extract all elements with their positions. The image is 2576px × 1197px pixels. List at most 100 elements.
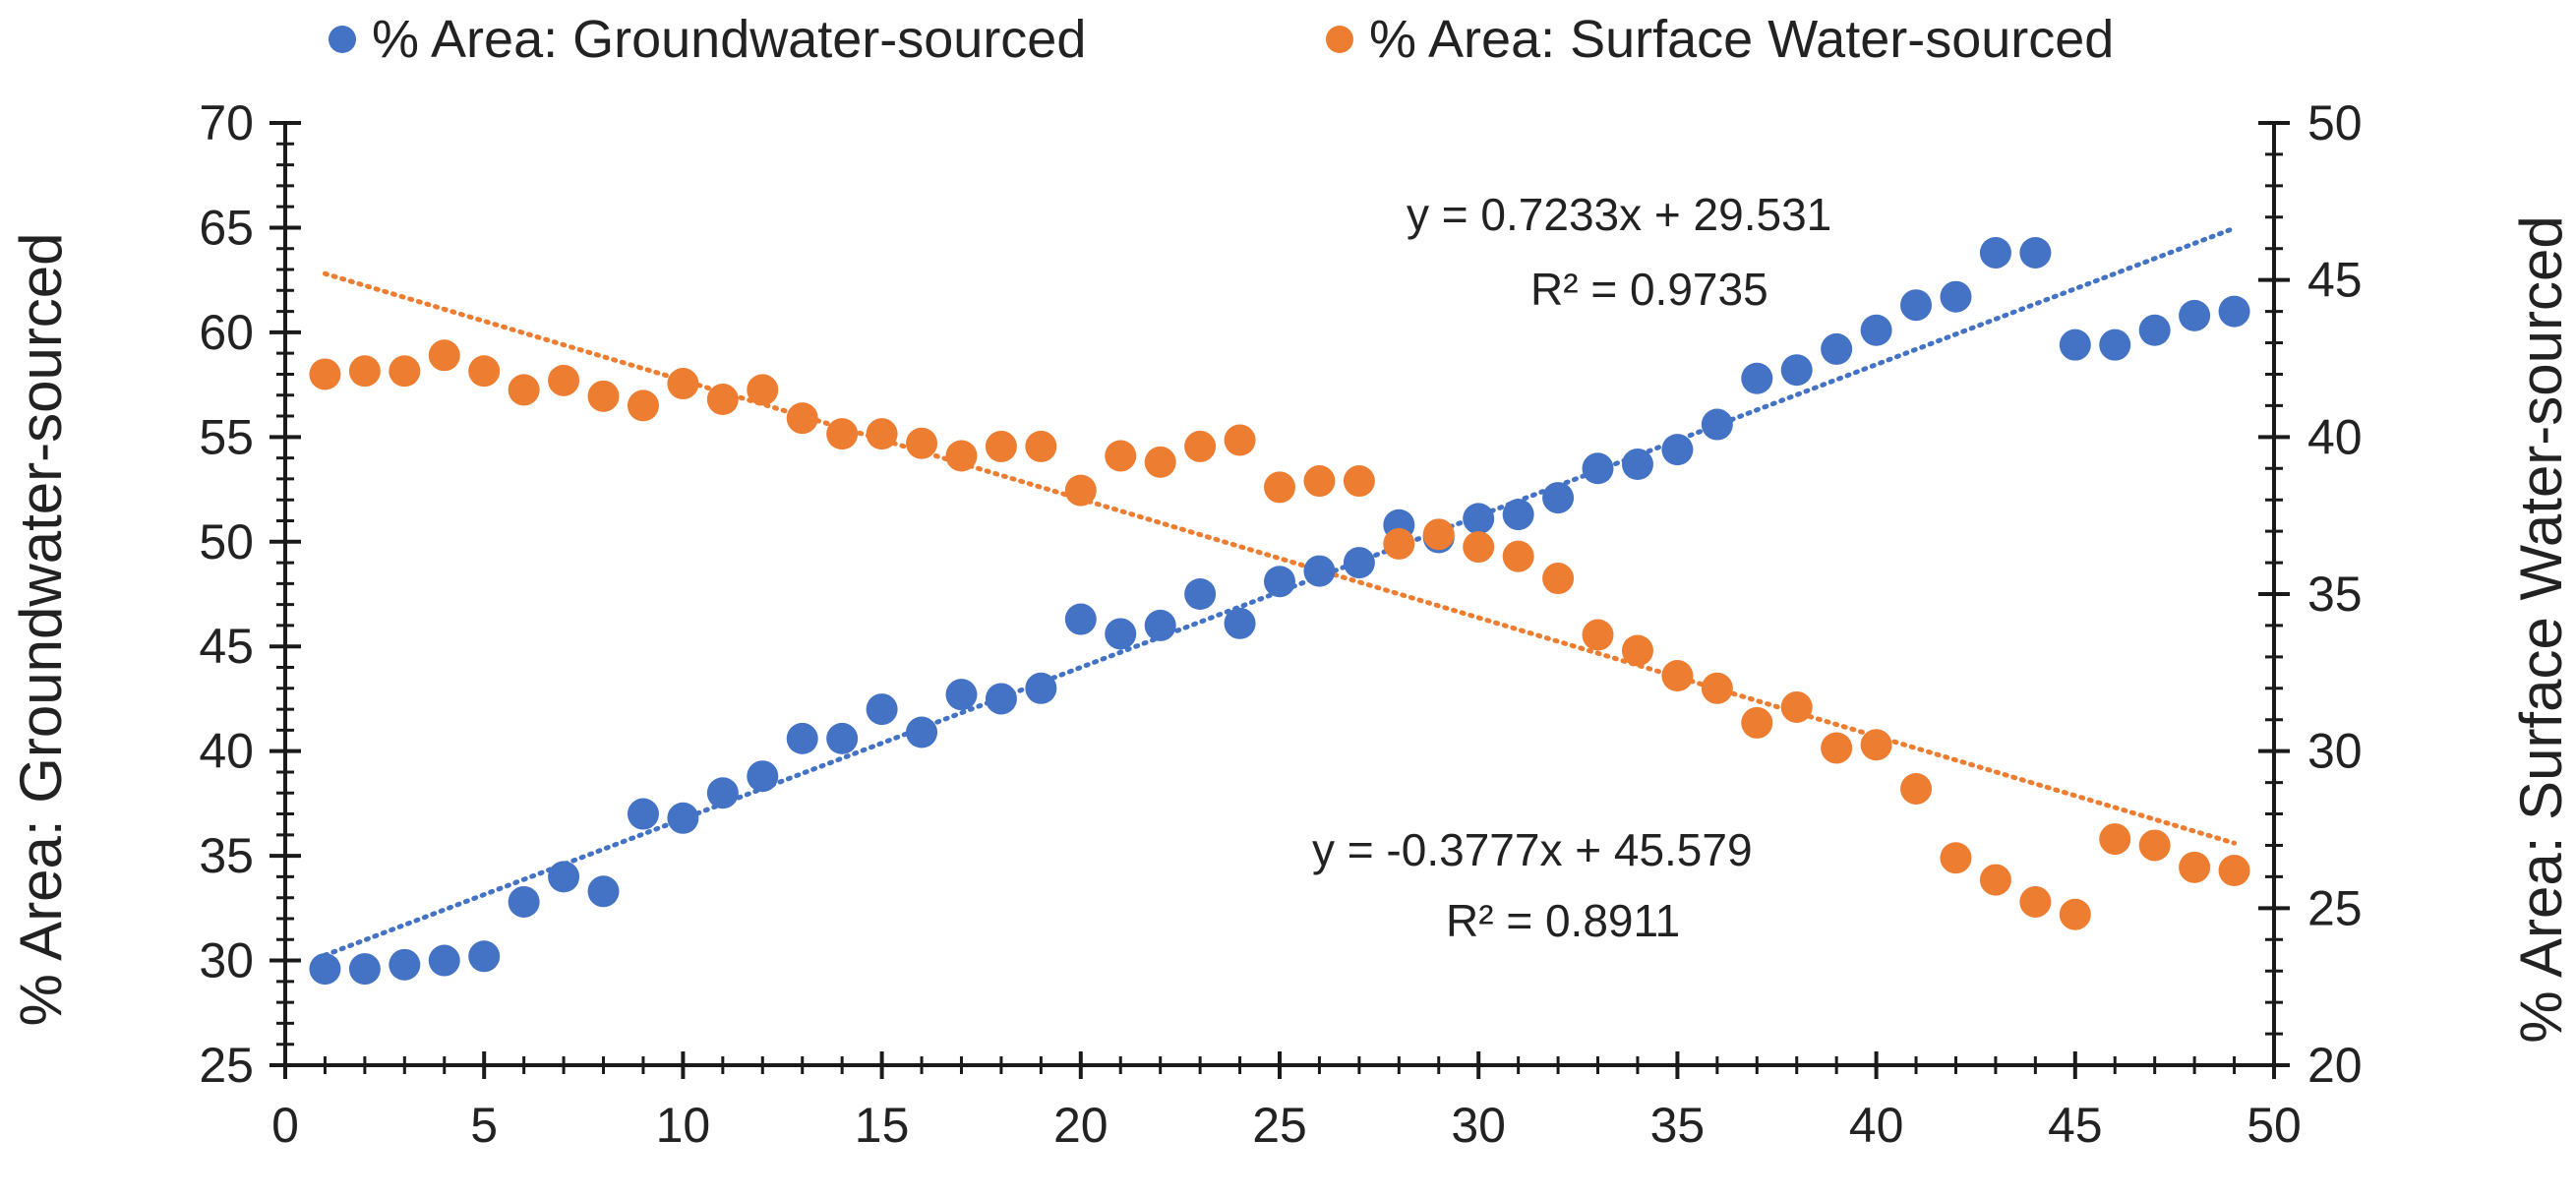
x-tick-label: 10 [656,1098,711,1153]
legend-label-groundwater: % Area: Groundwater-sourced [372,10,1086,69]
point-groundwater [1224,607,1256,639]
x-tick-label: 0 [271,1098,299,1153]
point-groundwater [508,885,540,918]
point-surface-water [1463,531,1495,564]
point-surface-water [866,418,898,450]
point-surface-water [1224,424,1256,456]
axis-ticks: 0 5 10 15 20 25 30 35 40 45 50 25 30 35 40 45 50 55 60 65 70… [199,95,2362,1153]
point-groundwater [348,953,381,986]
x-tick-label: 35 [1650,1098,1706,1153]
point-groundwater [1860,314,1892,346]
point-surface-water [1979,864,2011,896]
point-groundwater [1184,578,1217,610]
point-surface-water [627,389,659,422]
point-groundwater [1821,332,1853,365]
point-groundwater [945,679,978,711]
point-surface-water [2019,885,2052,918]
point-surface-water [389,355,421,388]
point-surface-water [747,374,779,406]
point-surface-water [826,418,859,450]
point-groundwater [786,722,818,754]
point-groundwater [866,693,898,726]
point-groundwater [1979,236,2011,269]
point-groundwater [2218,295,2250,328]
point-groundwater [2138,314,2171,346]
point-groundwater [627,798,659,830]
point-surface-water [2099,823,2131,856]
point-surface-water [1105,440,1137,472]
point-surface-water [1821,732,1853,764]
data-points [309,236,2250,986]
legend: % Area: Groundwater-sourced % Area: Surf… [329,10,2114,69]
point-surface-water [1343,465,1375,498]
point-surface-water [1741,706,1773,739]
point-surface-water [1582,619,1614,651]
x-tick-label: 40 [1849,1098,1904,1153]
y-left-tick-label: 45 [199,619,254,674]
point-groundwater [2059,329,2091,361]
point-groundwater [1741,362,1773,394]
y-right-tick-label: 30 [2307,724,2363,779]
equation-surface-water: y = -0.3777x + 45.579 R² = 0.8911 [1312,824,1753,946]
point-surface-water [1621,634,1653,667]
y-left-tick-label: 70 [199,95,254,150]
point-surface-water [1502,540,1534,572]
point-groundwater [389,948,421,981]
point-groundwater [1025,672,1057,704]
point-groundwater [468,940,501,973]
point-groundwater [1542,482,1575,514]
y-right-tick-label: 20 [2307,1038,2363,1093]
point-surface-water [1303,465,1336,498]
point-groundwater [826,722,859,754]
y-left-tick-label: 30 [199,933,254,988]
point-groundwater [906,716,938,748]
x-tick-label: 30 [1451,1098,1506,1153]
point-groundwater [1144,609,1176,641]
y-left-tick-label: 65 [199,200,254,255]
point-groundwater [1502,499,1534,531]
point-surface-water [1701,672,1733,704]
point-surface-water [2138,829,2171,862]
point-surface-water [508,374,540,406]
trendline-r2-groundwater: R² = 0.9735 [1530,264,1768,315]
y-right-tick-label: 40 [2307,409,2363,464]
point-surface-water [786,402,818,435]
point-surface-water [985,430,1017,462]
point-groundwater [1940,280,1972,313]
y-left-tick-label: 50 [199,514,254,569]
point-groundwater [1105,618,1137,650]
point-groundwater [1621,449,1653,481]
point-surface-water [309,358,341,390]
point-groundwater [1064,603,1097,635]
point-groundwater [985,683,1017,715]
point-surface-water [348,355,381,388]
point-surface-water [548,364,580,396]
point-surface-water [1064,474,1097,507]
point-groundwater [747,760,779,793]
point-groundwater [1463,503,1495,535]
point-groundwater [2019,236,2052,269]
point-groundwater [1264,566,1295,598]
point-surface-water [1383,527,1415,560]
point-surface-water [1144,446,1176,478]
trendline-equation-surface-water: y = -0.3777x + 45.579 [1312,824,1753,875]
point-groundwater [309,953,341,986]
point-surface-water [706,384,739,416]
point-surface-water [945,440,978,472]
point-groundwater [1701,408,1733,441]
point-groundwater [548,861,580,893]
y-left-tick-label: 40 [199,724,254,779]
point-surface-water [2218,855,2250,887]
point-surface-water [1422,518,1455,551]
point-groundwater [1303,555,1336,587]
y-right-tick-label: 25 [2307,880,2363,935]
point-groundwater [2099,329,2131,361]
point-surface-water [1264,471,1295,504]
y-left-tick-label: 35 [199,828,254,883]
point-groundwater [1582,452,1614,485]
trendline-r2-surface-water: R² = 0.8911 [1446,895,1680,946]
x-tick-label: 5 [470,1098,498,1153]
point-surface-water [1661,660,1694,692]
point-surface-water [2179,851,2211,883]
